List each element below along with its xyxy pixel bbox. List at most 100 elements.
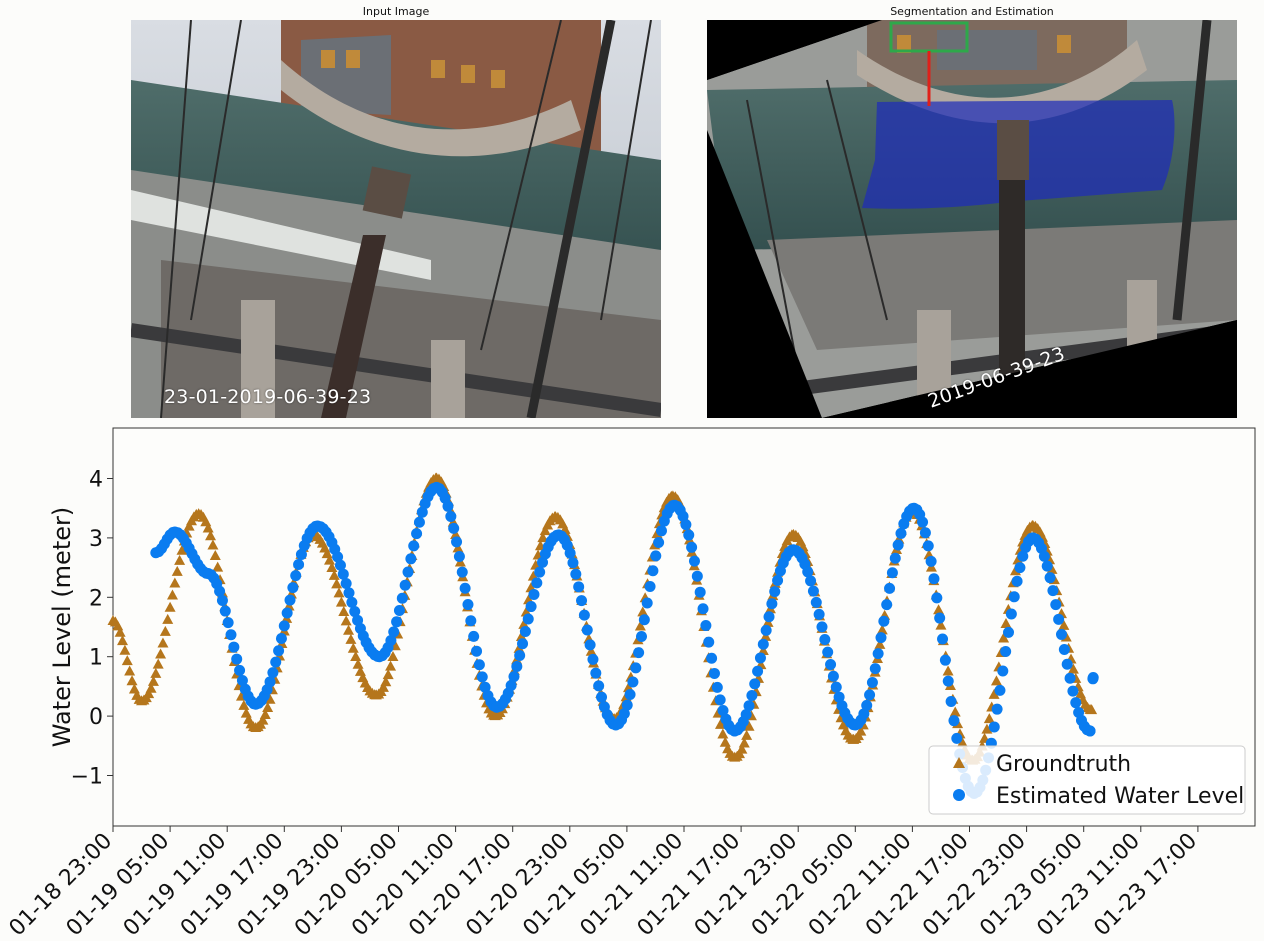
groundtruth-point xyxy=(990,675,1002,686)
estimated-point xyxy=(1055,628,1067,640)
input-image: 23-01-2019-06-39-23 xyxy=(131,20,661,418)
estimated-point xyxy=(287,582,299,594)
groundtruth-point xyxy=(202,522,214,533)
estimated-point xyxy=(1047,585,1059,597)
estimated-point xyxy=(273,645,285,657)
estimated-point xyxy=(408,540,420,552)
legend: Groundtruth Estimated Water Level xyxy=(928,745,1246,815)
estimated-point xyxy=(1084,725,1096,737)
groundtruth-point xyxy=(743,720,755,731)
estimated-point xyxy=(1061,658,1073,670)
estimated-point xyxy=(766,598,778,610)
estimated-point xyxy=(416,506,428,518)
estimated-point xyxy=(866,677,878,689)
estimated-point xyxy=(703,636,715,648)
input-image-timestamp: 23-01-2019-06-39-23 xyxy=(164,386,372,408)
estimated-point xyxy=(343,587,355,599)
groundtruth-point xyxy=(1058,619,1070,630)
estimated-point xyxy=(340,577,352,589)
estimated-point xyxy=(892,539,904,551)
groundtruth-point xyxy=(1086,704,1098,715)
estimated-point xyxy=(1000,646,1012,658)
estimated-point xyxy=(231,653,243,665)
estimated-point xyxy=(228,641,240,653)
estimated-point xyxy=(596,691,608,703)
estimated-point xyxy=(505,680,517,692)
estimated-point xyxy=(1067,685,1079,697)
groundtruth-point xyxy=(537,532,549,543)
groundtruth-point xyxy=(169,577,181,588)
groundtruth-point xyxy=(933,604,945,615)
estimated-point xyxy=(711,681,723,693)
estimated-point xyxy=(627,676,639,688)
estimated-point xyxy=(937,633,949,645)
estimated-point xyxy=(807,585,819,597)
estimated-point xyxy=(945,695,957,707)
estimated-point xyxy=(1044,572,1056,584)
estimated-point xyxy=(1064,672,1076,684)
estimated-point xyxy=(391,616,403,628)
groundtruth-point xyxy=(124,665,136,676)
estimated-point xyxy=(334,559,346,571)
estimated-point xyxy=(881,599,893,611)
groundtruth-point xyxy=(331,578,343,589)
estimated-point xyxy=(1058,644,1070,656)
groundtruth-point xyxy=(183,520,195,531)
groundtruth-point xyxy=(741,729,753,740)
estimated-point xyxy=(708,667,720,679)
estimated-point xyxy=(281,607,293,619)
groundtruth-point xyxy=(264,693,276,704)
estimated-point xyxy=(290,570,302,582)
groundtruth-point xyxy=(942,665,954,676)
groundtruth-point xyxy=(539,525,551,536)
estimated-point xyxy=(537,556,549,568)
groundtruth-point xyxy=(152,658,164,669)
estimated-point xyxy=(988,721,1000,733)
estimated-point xyxy=(396,592,408,604)
estimated-point xyxy=(462,599,474,611)
groundtruth-point xyxy=(1012,554,1024,565)
estimated-point xyxy=(895,527,907,539)
estimated-point xyxy=(644,581,656,593)
estimated-point xyxy=(517,638,529,650)
groundtruth-point xyxy=(874,638,886,649)
groundtruth-point xyxy=(347,642,359,653)
groundtruth-point xyxy=(145,682,157,693)
estimated-point xyxy=(872,648,884,660)
groundtruth-point xyxy=(352,658,364,669)
estimated-point xyxy=(332,551,344,563)
estimated-series xyxy=(150,481,1099,799)
estimated-point xyxy=(869,663,881,675)
groundtruth-point xyxy=(345,633,357,644)
estimated-point xyxy=(694,586,706,598)
groundtruth-point xyxy=(143,688,155,699)
estimated-point xyxy=(858,708,870,720)
estimated-point xyxy=(819,634,831,646)
groundtruth-point xyxy=(121,655,133,666)
groundtruth-point xyxy=(876,624,888,635)
estimated-point xyxy=(1038,550,1050,562)
groundtruth-point xyxy=(634,620,646,631)
estimated-point xyxy=(833,691,845,703)
estimated-point xyxy=(772,575,784,587)
groundtruth-point xyxy=(380,676,392,687)
estimated-point xyxy=(688,555,700,567)
estimated-point xyxy=(697,603,709,615)
groundtruth-point xyxy=(212,561,224,572)
groundtruth-point xyxy=(155,648,167,659)
estimated-point xyxy=(700,620,712,632)
estimated-point xyxy=(442,500,454,512)
estimated-point xyxy=(448,522,460,534)
groundtruth-point xyxy=(935,619,947,630)
groundtruth-point xyxy=(338,605,350,616)
groundtruth-point xyxy=(117,635,129,646)
estimated-point xyxy=(399,579,411,591)
estimated-point xyxy=(825,658,837,670)
estimated-point xyxy=(746,689,758,701)
estimated-point xyxy=(411,528,423,540)
estimated-point xyxy=(638,614,650,626)
estimated-point xyxy=(578,609,590,621)
groundtruth-point xyxy=(162,613,174,624)
estimated-point xyxy=(222,617,234,629)
estimated-point xyxy=(757,638,769,650)
